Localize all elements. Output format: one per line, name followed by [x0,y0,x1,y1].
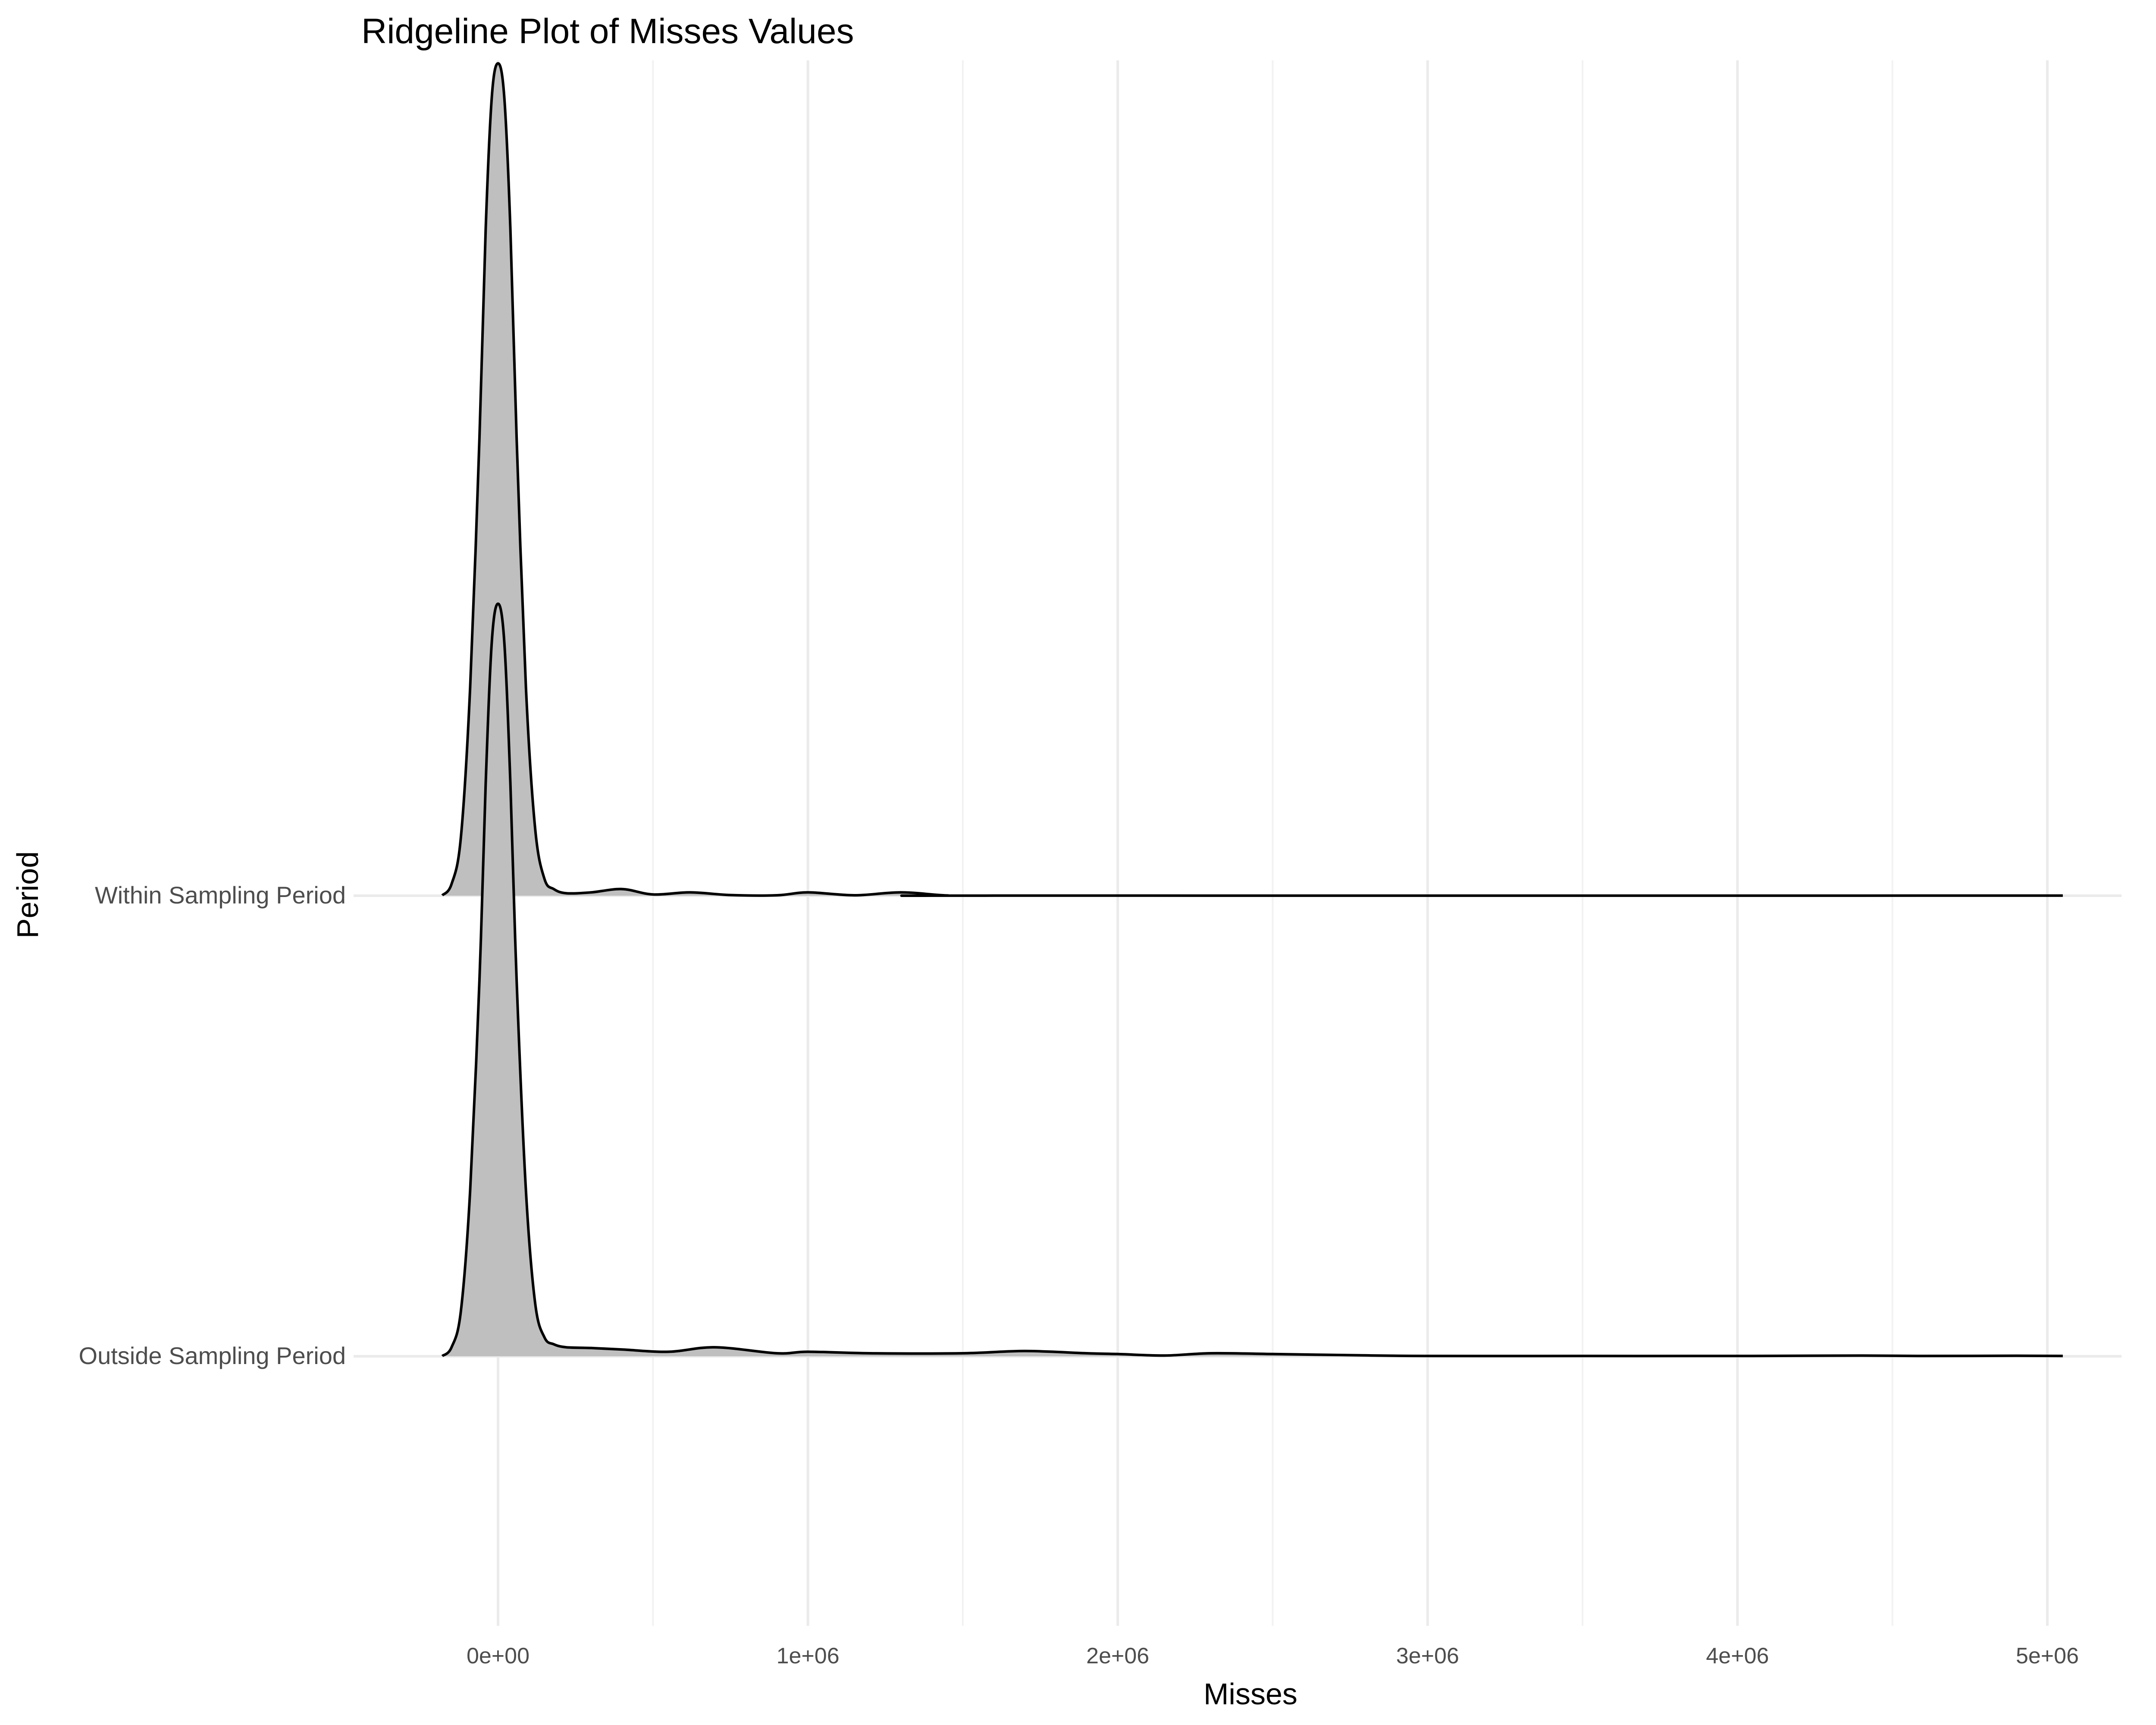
ridges-layer [441,62,2063,1358]
x-tick-label: 0e+00 [467,1643,530,1669]
grid-layer [354,60,2122,1626]
x-tick-label: 5e+06 [2016,1643,2079,1669]
ridge-line-within [441,62,2063,897]
ridge-area-outside [442,604,2063,1356]
ridge-area-within [442,63,2063,896]
x-tick-label: 1e+06 [777,1643,840,1669]
x-axis-title: Misses [1203,1677,1297,1711]
y-category-label: Outside Sampling Period [79,1342,346,1369]
chart-title: Ridgeline Plot of Misses Values [361,12,854,51]
y-axis-title: Period [11,851,44,938]
x-tick-label: 4e+06 [1706,1643,1769,1669]
ridge-line-outside [441,602,2063,1358]
y-axis-categories: Within Sampling Period Outside Sampling P… [79,881,346,1369]
y-category-label: Within Sampling Period [95,881,346,909]
x-tick-label: 2e+06 [1086,1643,1149,1669]
x-axis-ticks: 0e+00 1e+06 2e+06 3e+06 4e+06 5e+06 [467,1643,2079,1669]
x-tick-label: 3e+06 [1396,1643,1459,1669]
